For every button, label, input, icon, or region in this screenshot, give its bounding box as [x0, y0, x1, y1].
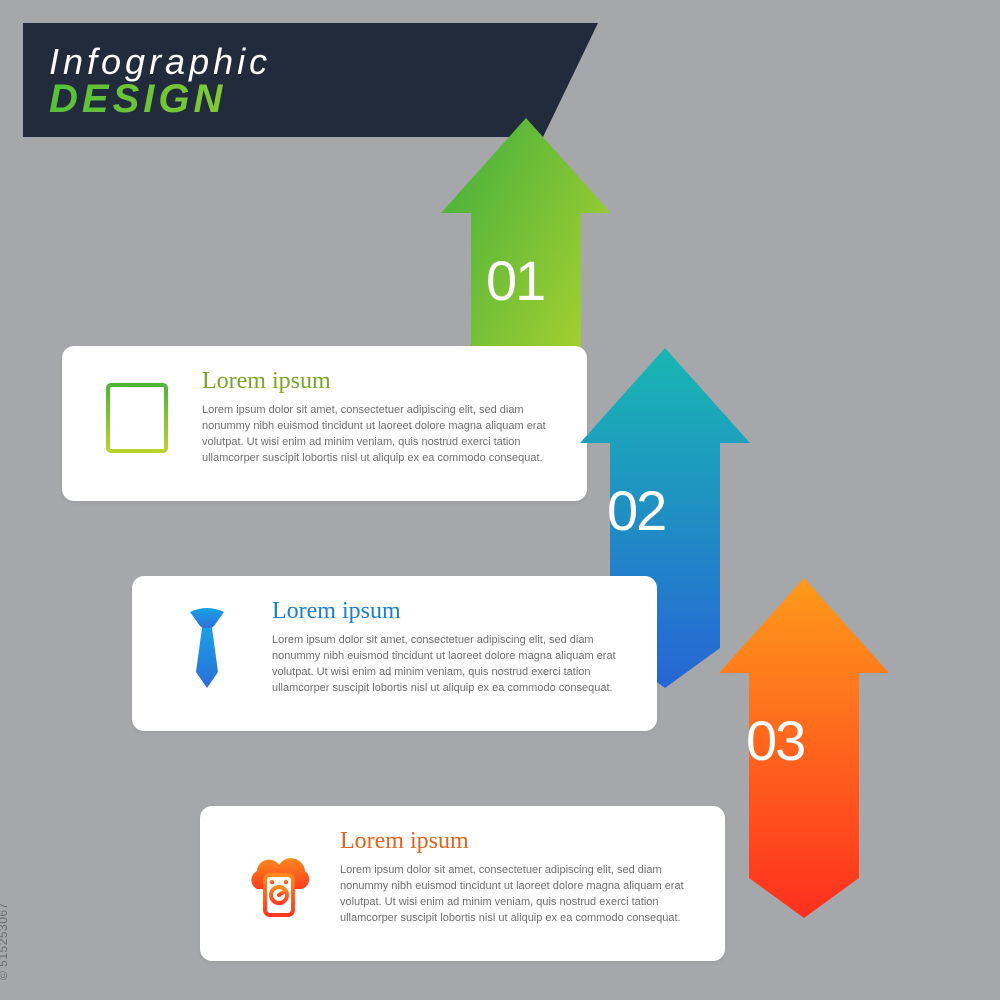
archive-cabinet-icon [92, 376, 182, 466]
card-title: Lorem ipsum [340, 828, 699, 855]
step-number-3: 03 [746, 708, 804, 773]
info-card-2: Lorem ipsum Lorem ipsum dolor sit amet, … [132, 576, 657, 731]
watermark: © 515253067 [0, 902, 10, 980]
step-arrow-3: 03 [694, 578, 914, 968]
step-number-2: 02 [607, 478, 665, 543]
card-title: Lorem ipsum [202, 368, 561, 395]
card-body: Lorem ipsum dolor sit amet, consectetuer… [340, 863, 699, 927]
card-title: Lorem ipsum [272, 598, 631, 625]
card-body: Lorem ipsum dolor sit amet, consectetuer… [202, 403, 561, 467]
necktie-icon [162, 606, 252, 696]
step-number-1: 01 [486, 248, 544, 313]
card-body: Lorem ipsum dolor sit amet, consectetuer… [272, 633, 631, 697]
infographic-stage: 01 Lorem ipsum Lorem ipsum dolor si [0, 0, 1000, 1000]
cloud-music-icon [230, 836, 320, 926]
info-card-3: Lorem ipsum Lorem ipsum dolor sit amet, … [200, 806, 725, 961]
info-card-1: Lorem ipsum Lorem ipsum dolor sit amet, … [62, 346, 587, 501]
